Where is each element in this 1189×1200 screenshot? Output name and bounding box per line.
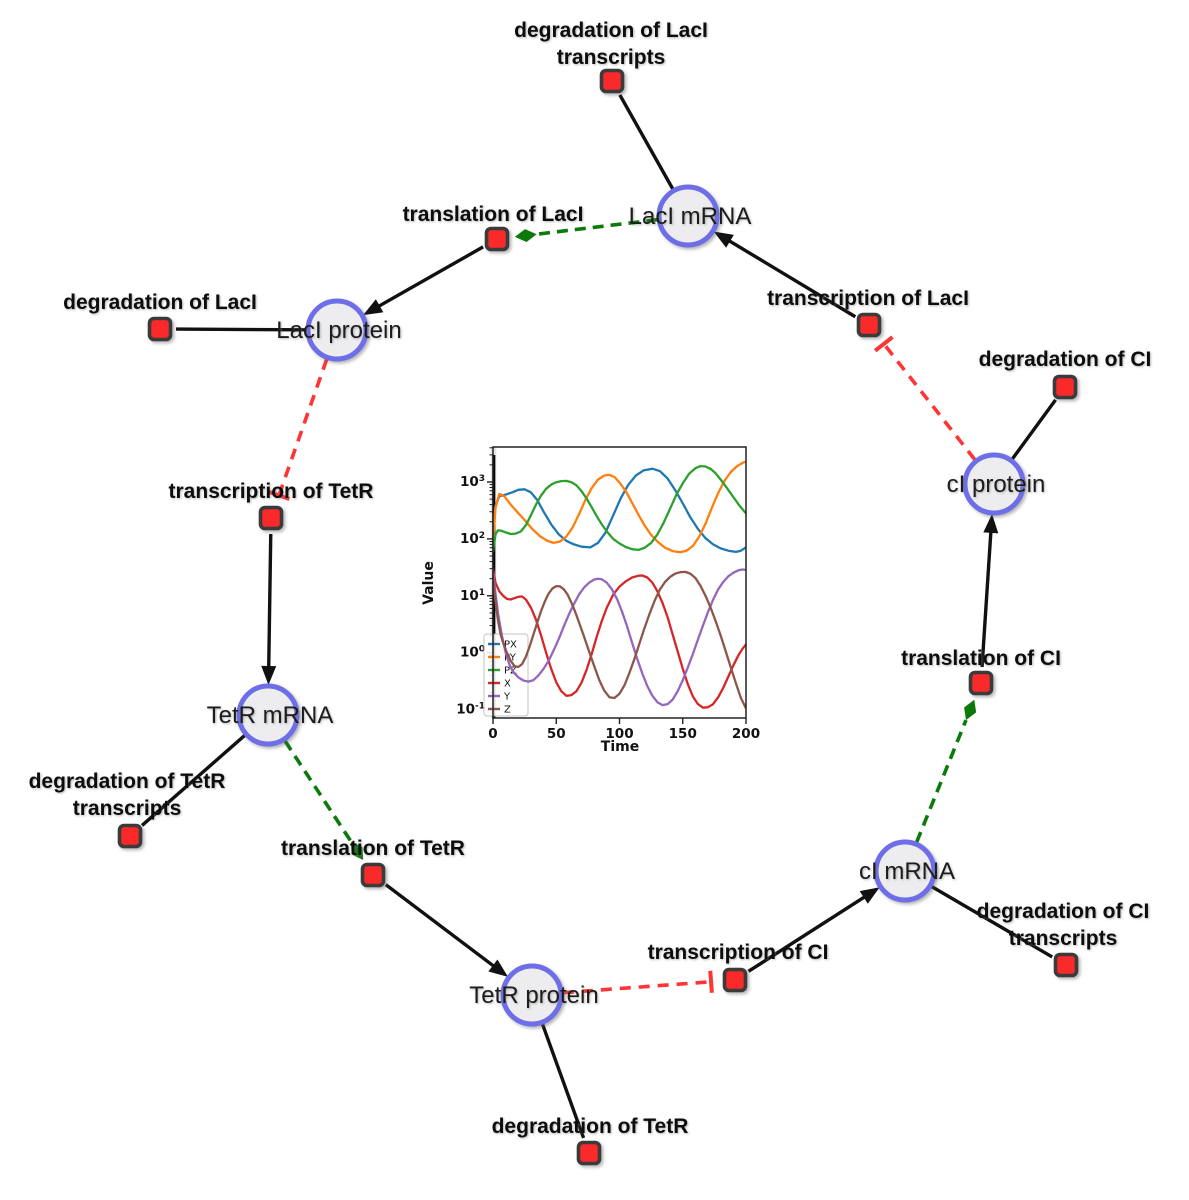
reaction-node-deg_tetr [576,1140,602,1166]
series-X [493,567,746,709]
edge-tetr_protein-deg_tetr [540,1023,586,1139]
reaction-label-deg_laci_tr: degradation of LacI transcripts [514,19,708,69]
species-node-ci_mrna [873,839,937,903]
edge-transc_tetr-tetr_mrna [266,533,273,674]
species-node-ci_protein [962,452,1026,516]
edge-transc_ci-ci_mrna-arrowhead [859,887,880,904]
edge-transl_tetr-tetr_protein-arrowhead [488,959,509,977]
reaction-node-transc_ci [722,967,748,993]
edges-layer [140,94,1057,1139]
reaction-node-transl_ci [968,670,994,696]
edge-transl_tetr-tetr_protein [384,883,500,972]
species-label-ci_mrna: cI mRNA [859,858,955,885]
reaction-label-transc_laci: transcription of LacI [767,287,969,310]
y-axis-title: Value [421,561,437,605]
edge-tetr_mrna-transl_tetr-diamond [351,841,364,860]
edge-transl_ci-ci_protein-arrowhead [983,513,999,534]
edge-transl_ci-ci_protein [980,525,993,668]
reaction-label-transl_laci: translation of LacI [403,203,584,226]
series-PX [493,467,746,554]
reaction-node-transl_laci [484,226,510,252]
legend-label-PZ: PZ [504,666,517,677]
edge-tetr_mrna-transl_tetr [283,739,353,843]
legend-label-X: X [504,679,511,690]
edge-laci_protein-deg_laci [175,327,307,332]
y-tick-label: 10-1 [456,702,485,718]
edge-tetr_mrna-deg_tetr_tr [140,734,246,827]
x-tick-label: 0 [488,726,497,742]
y-tick-label: 102 [460,531,485,547]
y-tick-label: 103 [460,474,485,490]
reaction-label-deg_ci_tr: degradation of CI transcripts [977,900,1150,950]
reaction-label-transl_tetr: translation of TetR [281,837,465,860]
edge-transc_laci-laci_mrna [723,236,857,319]
x-axis-title: Time [601,739,639,755]
edge-laci_mrna-transl_laci [536,217,658,237]
reaction-node-transc_tetr [258,505,284,531]
reaction-label-transc_ci: transcription of CI [648,941,829,964]
species-label-tetr_mrna: TetR mRNA [207,702,334,729]
labels-layer: degradation of LacI transcripts translatio… [29,19,1152,1138]
edge-ci_mrna-transl_ci [914,719,968,843]
edge-transc_laci-laci_mrna-arrowhead [713,231,734,248]
reaction-label-deg_laci: degradation of LacI [63,291,257,314]
edge-transc_tetr-tetr_mrna-arrowhead [261,665,277,686]
edge-laci_mrna-transl_laci-diamond [514,229,537,242]
x-tick-label: 200 [732,726,760,742]
series-Z [493,570,746,710]
legend-label-PX: PX [504,640,517,651]
species-node-tetr_protein [500,963,564,1027]
legend-label-Z: Z [504,705,511,716]
edge-transc_ci-ci_mrna [747,892,871,973]
species-label-laci_protein: LacI protein [276,317,401,344]
reaction-label-deg_ci: degradation of CI [979,348,1152,371]
edge-tetr_protein-transc_ci [562,979,712,995]
edge-laci_protein-transc_tetr-tee [267,489,290,501]
reaction-node-deg_ci [1052,374,1078,400]
reaction-node-transc_laci [856,312,882,338]
species-node-laci_mrna [656,184,720,248]
edge-ci_protein-transc_laci [882,342,977,461]
reaction-label-deg_tetr_tr: degradation of TetR transcripts [29,770,226,820]
species-node-tetr_mrna [236,683,300,747]
series-PY [493,460,746,554]
edge-tetr_protein-transc_ci-tee [708,970,714,993]
legend-label-Y: Y [503,692,511,703]
reaction-label-deg_tetr: degradation of TetR [492,1115,689,1138]
edge-ci_protein-deg_ci [1010,398,1057,460]
reaction-label-transl_ci: translation of CI [901,647,1061,670]
edge-laci_protein-transc_tetr [277,358,329,496]
series-PZ [493,464,746,553]
x-tick-label: 50 [547,726,566,742]
x-tick-label: 150 [669,726,697,742]
reaction-label-transc_tetr: transcription of TetR [169,480,374,503]
edge-ci_mrna-deg_ci_tr [930,885,1054,959]
reaction-node-transl_tetr [360,862,386,888]
reaction-node-deg_laci_tr [599,68,625,94]
species-label-tetr_protein: TetR protein [469,982,598,1009]
x-tick-label: 100 [605,726,633,742]
edge-transl_laci-laci_protein [372,245,484,311]
reaction-node-deg_ci_tr [1053,952,1079,978]
y-tick-label: 101 [460,588,485,604]
species-label-laci_mrna: LacI mRNA [629,203,752,230]
species-node-laci_protein [305,298,369,362]
nodes-layer [117,68,1079,1166]
edge-ci_protein-transc_laci-tee [873,335,894,353]
plot-border [492,446,747,719]
edge-laci_mrna-deg_laci_tr [618,94,675,190]
series-Y [493,568,746,707]
edge-ci_mrna-transl_ci-diamond [964,699,977,721]
edge-transl_laci-laci_protein-arrowhead [363,299,384,316]
y-tick-label: 100 [460,645,485,661]
reaction-node-deg_tetr_tr [117,823,143,849]
species-label-ci_protein: cI protein [947,471,1046,498]
reaction-node-deg_laci [147,316,173,342]
